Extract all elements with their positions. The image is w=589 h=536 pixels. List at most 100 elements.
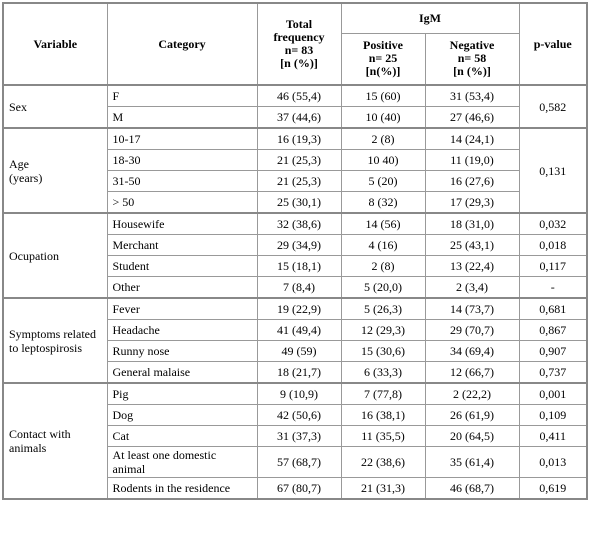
- value-cell: 46 (55,4): [256, 84, 342, 107]
- category-cell: Cat: [106, 425, 258, 447]
- table-row: Age (years) 10-17 16 (19,3) 2 (8) 14 (24,1) 0,…: [2, 127, 588, 214]
- value-cell: 46 (68,7): [424, 477, 520, 500]
- value-cell: 2 (3,4): [424, 276, 520, 299]
- pvalue-cell: 0,018: [518, 234, 588, 256]
- value-cell: 5 (26,3): [340, 297, 426, 320]
- header-cell: Category: [106, 2, 258, 86]
- value-cell: 13 (22,4): [424, 255, 520, 277]
- text-line: n= 83: [284, 43, 314, 57]
- value-cell: 25 (43,1): [424, 234, 520, 256]
- value-cell: 5 (20): [340, 170, 426, 192]
- value-cell: 21 (25,3): [256, 170, 342, 192]
- value-cell: 14 (73,7): [424, 297, 520, 320]
- header-cell: IgM: [340, 2, 520, 34]
- value-cell: 4 (16): [340, 234, 426, 256]
- category-cell: 18-30: [106, 149, 258, 171]
- value-cell: 2 (8): [340, 127, 426, 150]
- table-body: Sex F 46 (55,4) 15 (60) 31 (53,4) 0,582 M 37 (4…: [2, 84, 588, 500]
- pvalue-cell: 0,907: [518, 340, 588, 362]
- value-cell: 21 (31,3): [340, 477, 426, 500]
- value-cell: 15 (30,6): [340, 340, 426, 362]
- header-cell: Total frequency n= 83 [n (%)]: [256, 2, 342, 86]
- value-cell: 6 (33,3): [340, 361, 426, 384]
- pvalue-cell: 0,582: [518, 84, 588, 129]
- text-line: Negative: [449, 38, 495, 53]
- value-cell: 35 (61,4): [424, 446, 520, 478]
- value-cell: 7 (8,4): [256, 276, 342, 299]
- value-cell: 37 (44,6): [256, 106, 342, 129]
- value-cell: 15 (18,1): [256, 255, 342, 277]
- pvalue-cell: 0,737: [518, 361, 588, 384]
- value-cell: 9 (10,9): [256, 382, 342, 405]
- text-line: Total: [285, 17, 313, 31]
- text-line: n= 25: [368, 51, 398, 66]
- text-line: Contact with animals: [9, 427, 71, 455]
- category-cell: Pig: [106, 382, 258, 405]
- variable-cell: Ocupation: [2, 212, 108, 299]
- variable-cell: Sex: [2, 84, 108, 129]
- value-cell: 11 (35,5): [340, 425, 426, 447]
- value-cell: 20 (64,5): [424, 425, 520, 447]
- pvalue-cell: 0,411: [518, 425, 588, 447]
- header-cell: Variable: [2, 2, 108, 86]
- variable-cell: Symptoms related to leptospirosis: [2, 297, 108, 384]
- value-cell: 5 (20,0): [340, 276, 426, 299]
- pvalue-cell: 0,117: [518, 255, 588, 277]
- table: Variable Category Total frequency n= 83 [n …: [2, 2, 588, 500]
- pvalue-cell: 0,619: [518, 477, 588, 500]
- category-cell: Housewife: [106, 212, 258, 235]
- value-cell: 14 (24,1): [424, 127, 520, 150]
- value-cell: 31 (37,3): [256, 425, 342, 447]
- value-cell: 16 (19,3): [256, 127, 342, 150]
- value-cell: 25 (30,1): [256, 191, 342, 214]
- value-cell: 2 (22,2): [424, 382, 520, 405]
- pvalue-cell: -: [518, 276, 588, 299]
- value-cell: 32 (38,6): [256, 212, 342, 235]
- pvalue-cell: 0,001: [518, 382, 588, 405]
- text-line: (years): [9, 170, 43, 185]
- category-cell: Dog: [106, 404, 258, 426]
- table-row: At least one domestic animal 57 (68,7) 22 …: [3, 446, 588, 478]
- text-line: [n (%)]: [453, 64, 491, 79]
- table-row: Student 15 (18,1) 2 (8) 13 (22,4) 0,117: [3, 255, 588, 277]
- table-header: Variable Category Total frequency n= 83 [n …: [2, 2, 588, 86]
- value-cell: 42 (50,6): [256, 404, 342, 426]
- value-cell: 34 (69,4): [424, 340, 520, 362]
- table-row: Headache 41 (49,4) 12 (29,3) 29 (70,7) 0,867: [3, 319, 588, 341]
- table-row: Symptoms related to leptospirosis Fever 19…: [2, 297, 588, 384]
- pvalue-cell: 0,681: [518, 297, 588, 320]
- value-cell: 26 (61,9): [424, 404, 520, 426]
- value-cell: 12 (29,3): [340, 319, 426, 341]
- table-row: Ocupation Housewife 32 (38,6) 14 (56) 18 (31…: [2, 212, 588, 299]
- value-cell: 21 (25,3): [256, 149, 342, 171]
- category-cell: Merchant: [106, 234, 258, 256]
- value-cell: 10 40): [340, 149, 426, 171]
- value-cell: 7 (77,8): [340, 382, 426, 405]
- header-cell: Negative n= 58 [n (%)]: [424, 32, 520, 86]
- pvalue-cell: 0,032: [518, 212, 588, 235]
- category-cell: F: [106, 84, 258, 107]
- value-cell: 2 (8): [340, 255, 426, 277]
- category-cell: M: [106, 106, 258, 129]
- header-cell: p-value: [518, 2, 588, 86]
- text-line: [n(%)]: [365, 64, 401, 79]
- value-cell: 49 (59): [256, 340, 342, 362]
- value-cell: 31 (53,4): [424, 84, 520, 107]
- value-cell: 41 (49,4): [256, 319, 342, 341]
- text-line: Symptoms related to leptospirosis: [9, 326, 96, 355]
- category-cell: Other: [106, 276, 258, 299]
- variable-cell: Contact with animals: [2, 382, 108, 500]
- table-row: Rodents in the residence 67 (80,7) 21 (31,…: [3, 477, 588, 500]
- text-line: Age: [9, 156, 29, 171]
- text-line: Positive: [363, 38, 403, 53]
- header-cell: Positive n= 25 [n(%)]: [340, 32, 426, 86]
- text-line: Sex: [9, 99, 27, 114]
- category-cell: At least one domestic animal: [106, 446, 258, 478]
- value-cell: 16 (38,1): [340, 404, 426, 426]
- category-cell: > 50: [106, 191, 258, 214]
- variable-cell: Age (years): [2, 127, 108, 214]
- text-line: Ocupation: [9, 248, 59, 263]
- category-cell: Student: [106, 255, 258, 277]
- value-cell: 29 (34,9): [256, 234, 342, 256]
- table-row: 18-30 21 (25,3) 10 40) 11 (19,0): [3, 149, 587, 171]
